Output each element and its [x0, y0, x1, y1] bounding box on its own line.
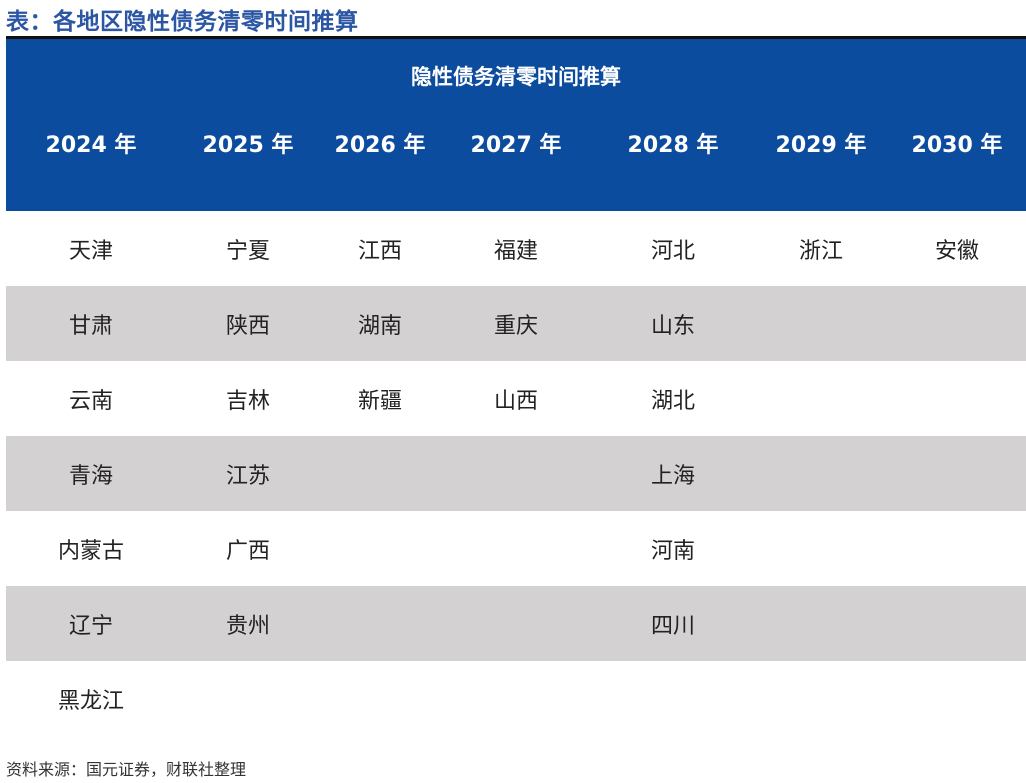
title-divider: [6, 36, 1026, 39]
table-cell: 河北: [650, 238, 695, 264]
source-note: 资料来源：国元证券，财联社整理: [6, 760, 247, 779]
table-row: 内蒙古 广西 河南: [6, 511, 1026, 586]
column-header: 2025 年: [202, 133, 294, 158]
table-cell: 云南: [68, 388, 113, 414]
column-header: 2024 年: [45, 133, 137, 158]
table-row: 云南 吉林 新疆 山西 湖北: [6, 361, 1026, 436]
table-cell: [888, 286, 1026, 361]
table-cell: 吉林: [225, 388, 270, 414]
column-header: 2030 年: [911, 133, 1003, 158]
caption-row: 隐性债务清零时间推算: [6, 39, 1026, 112]
table-cell: [592, 661, 754, 736]
table-cell: 上海: [592, 436, 754, 511]
table-cell: [320, 436, 440, 511]
table-cell: 内蒙古: [57, 538, 124, 564]
table-cell: [320, 511, 440, 586]
table-caption: 隐性债务清零时间推算: [411, 64, 621, 89]
table-cell: 陕西: [176, 286, 320, 361]
table-cell: [888, 586, 1026, 661]
table-cell: [754, 586, 888, 661]
table-row: 青海 江苏 上海: [6, 436, 1026, 511]
table-cell: 浙江: [798, 238, 843, 264]
table-cell: 贵州: [176, 586, 320, 661]
table-cell: 江苏: [176, 436, 320, 511]
table-cell: [320, 661, 440, 736]
table-cell: 安徽: [934, 238, 979, 264]
table-cell: 山西: [493, 388, 538, 414]
table-body: 天津 宁夏 江西 福建 河北 浙江 安徽甘肃 陕西 湖南 重庆 山东云南 吉林 新疆 山西 湖北青海 江苏 上海…: [6, 211, 1026, 736]
table-cell: [888, 361, 1026, 436]
table-cell: 湖南: [320, 286, 440, 361]
table-row: 甘肃 陕西 湖南 重庆 山东: [6, 286, 1026, 361]
table-cell: [888, 436, 1026, 511]
table-cell: [754, 436, 888, 511]
debt-clearance-table: 隐性债务清零时间推算 2024 年 2025 年 2026 年 2027 年 2028 …: [6, 39, 1026, 736]
table-cell: 新疆: [357, 388, 402, 414]
table-cell: 重庆: [440, 286, 592, 361]
table-cell: [754, 286, 888, 361]
page-title: 表：各地区隐性债务清零时间推算: [6, 9, 359, 35]
table-cell: [440, 586, 592, 661]
table-cell: [320, 586, 440, 661]
table-cell: [440, 661, 592, 736]
table-row: 天津 宁夏 江西 福建 河北 浙江 安徽: [6, 211, 1026, 286]
table-cell: 山东: [592, 286, 754, 361]
table-row: 辽宁 贵州 四川: [6, 586, 1026, 661]
column-header: 2027 年: [470, 133, 562, 158]
table-cell: [176, 661, 320, 736]
table-cell: 江西: [357, 238, 402, 264]
column-header: 2028 年: [627, 133, 719, 158]
table-cell: 黑龙江: [57, 688, 124, 714]
table-cell: [754, 511, 888, 586]
table-cell: [754, 361, 888, 436]
table-cell: [888, 511, 1026, 586]
table-row: 黑龙江: [6, 661, 1026, 736]
table-cell: [888, 661, 1026, 736]
table-cell: 青海: [6, 436, 176, 511]
column-header: 2026 年: [334, 133, 426, 158]
header-row: 2024 年 2025 年 2026 年 2027 年 2028 年 2029 年 2030…: [6, 112, 1026, 211]
table-cell: 河南: [650, 538, 695, 564]
table-cell: [754, 661, 888, 736]
table-cell: [440, 511, 592, 586]
table-cell: 四川: [592, 586, 754, 661]
table-cell: 辽宁: [6, 586, 176, 661]
table-cell: 宁夏: [225, 238, 270, 264]
table-cell: 天津: [68, 238, 113, 264]
table-cell: 湖北: [650, 388, 695, 414]
column-header: 2029 年: [775, 133, 867, 158]
table-cell: 甘肃: [6, 286, 176, 361]
table-cell: 福建: [493, 238, 538, 264]
table-cell: [440, 436, 592, 511]
table-cell: 广西: [225, 538, 270, 564]
